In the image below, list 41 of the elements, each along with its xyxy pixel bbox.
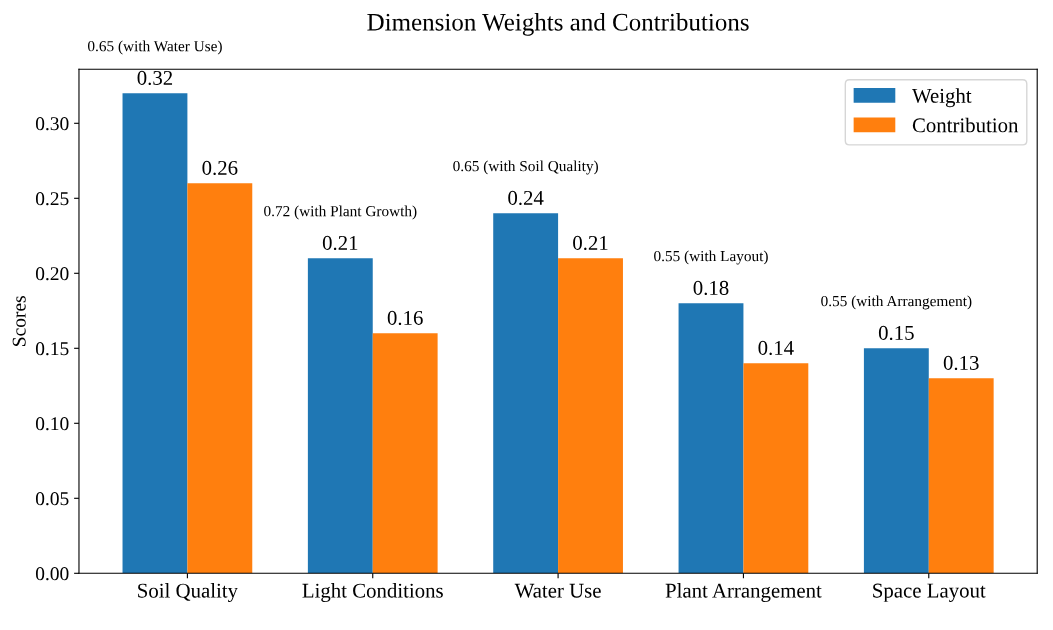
bar [678, 303, 744, 574]
x-tick-label: Water Use [514, 583, 601, 598]
y-tick-label: 0.15 [35, 342, 69, 356]
y-tick-label: 0.25 [35, 192, 69, 206]
data-label: 0.15 [878, 325, 914, 340]
annotation: 0.72 (with Plant Growth) [264, 205, 417, 220]
bar [493, 213, 559, 574]
data-label: 0.26 [202, 160, 238, 175]
data-label: 0.13 [943, 355, 979, 370]
annotation: 0.65 (with Water Use) [87, 40, 222, 55]
legend-label: Weight [911, 88, 972, 108]
y-tick-label: 0.20 [35, 267, 69, 281]
data-label: 0.14 [758, 340, 794, 355]
data-label: 0.21 [573, 235, 608, 250]
data-label: 0.18 [693, 280, 729, 295]
x-tick-label: Soil Quality [138, 583, 238, 602]
bar [558, 258, 623, 574]
data-label: 0.32 [137, 70, 173, 85]
x-tick-label: Plant Arrangement [665, 583, 822, 602]
data-label: 0.24 [508, 190, 544, 205]
bar [372, 333, 438, 574]
bar [122, 93, 188, 574]
bar [307, 258, 373, 574]
data-label: 0.21 [322, 235, 358, 250]
annotation: 0.55 (with Layout) [654, 250, 768, 265]
y-tick-label: 0.30 [35, 117, 69, 131]
x-tick-label: Light Conditions [302, 583, 443, 602]
y-tick-label: 0.05 [35, 492, 69, 506]
y-axis-title: Scores [12, 296, 26, 346]
bar [743, 363, 809, 574]
bar [187, 183, 253, 574]
chart-title: Dimension Weights and Contributions [367, 13, 749, 36]
y-tick-label: 0.00 [35, 567, 69, 581]
x-tick-label: Space Layout [873, 583, 986, 602]
legend-label: Contribution [912, 117, 1019, 133]
y-tick-label: 0.10 [35, 417, 69, 431]
bar [928, 378, 994, 574]
annotation: 0.65 (with Soil Quality) [453, 160, 598, 175]
data-label: 0.16 [387, 310, 423, 325]
bar [863, 348, 929, 574]
annotation: 0.55 (with Arrangement) [821, 295, 972, 310]
